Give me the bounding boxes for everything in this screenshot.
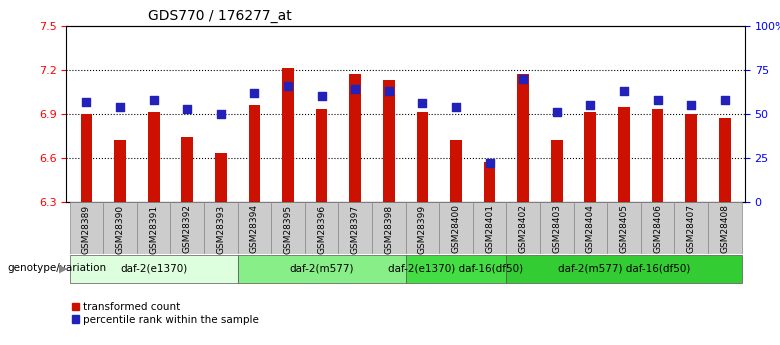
FancyBboxPatch shape bbox=[339, 202, 372, 254]
Text: GSM28402: GSM28402 bbox=[519, 204, 528, 253]
Point bbox=[382, 88, 395, 94]
FancyBboxPatch shape bbox=[69, 202, 103, 254]
Text: GSM28390: GSM28390 bbox=[115, 204, 125, 254]
Bar bbox=[551, 140, 562, 202]
Bar bbox=[686, 114, 697, 202]
Point bbox=[718, 97, 731, 102]
FancyBboxPatch shape bbox=[69, 255, 238, 283]
Point bbox=[114, 104, 126, 110]
Text: GSM28406: GSM28406 bbox=[653, 204, 662, 254]
Point bbox=[551, 109, 563, 115]
Text: GSM28407: GSM28407 bbox=[686, 204, 696, 254]
Point bbox=[315, 93, 328, 99]
Text: GSM28397: GSM28397 bbox=[351, 204, 360, 254]
Bar bbox=[215, 154, 227, 202]
Text: GDS770 / 176277_at: GDS770 / 176277_at bbox=[147, 9, 292, 23]
Text: daf-2(e1370) daf-16(df50): daf-2(e1370) daf-16(df50) bbox=[388, 264, 523, 274]
Text: GSM28389: GSM28389 bbox=[82, 204, 91, 254]
Bar bbox=[349, 74, 361, 202]
Bar bbox=[316, 109, 328, 202]
Bar bbox=[282, 68, 294, 202]
Point bbox=[417, 100, 429, 106]
Text: GSM28393: GSM28393 bbox=[216, 204, 225, 254]
Bar bbox=[651, 109, 664, 202]
FancyBboxPatch shape bbox=[238, 202, 271, 254]
Bar bbox=[517, 74, 529, 202]
Point bbox=[584, 102, 597, 108]
Point bbox=[517, 76, 530, 81]
FancyBboxPatch shape bbox=[573, 202, 607, 254]
Bar bbox=[618, 107, 629, 202]
Point bbox=[651, 97, 664, 102]
Text: GSM28399: GSM28399 bbox=[418, 204, 427, 254]
Text: daf-2(e1370): daf-2(e1370) bbox=[120, 264, 187, 274]
Bar bbox=[147, 112, 160, 202]
Text: GSM28401: GSM28401 bbox=[485, 204, 494, 254]
Legend: transformed count, percentile rank within the sample: transformed count, percentile rank withi… bbox=[72, 302, 259, 325]
FancyBboxPatch shape bbox=[103, 202, 136, 254]
Point bbox=[215, 111, 227, 117]
Text: daf-2(m577) daf-16(df50): daf-2(m577) daf-16(df50) bbox=[558, 264, 690, 274]
FancyBboxPatch shape bbox=[271, 202, 305, 254]
Text: GSM28395: GSM28395 bbox=[283, 204, 292, 254]
Bar bbox=[80, 114, 92, 202]
Point bbox=[685, 102, 697, 108]
Point bbox=[484, 160, 496, 166]
FancyBboxPatch shape bbox=[675, 202, 708, 254]
Point bbox=[618, 88, 630, 94]
Text: GSM28392: GSM28392 bbox=[183, 204, 192, 254]
FancyBboxPatch shape bbox=[406, 202, 439, 254]
FancyBboxPatch shape bbox=[708, 202, 742, 254]
FancyBboxPatch shape bbox=[171, 202, 204, 254]
Text: daf-2(m577): daf-2(m577) bbox=[289, 264, 354, 274]
FancyBboxPatch shape bbox=[305, 202, 339, 254]
FancyBboxPatch shape bbox=[607, 202, 640, 254]
Point bbox=[450, 104, 463, 110]
Text: genotype/variation: genotype/variation bbox=[8, 264, 107, 274]
FancyBboxPatch shape bbox=[204, 202, 238, 254]
Text: GSM28398: GSM28398 bbox=[385, 204, 393, 254]
Text: GSM28405: GSM28405 bbox=[619, 204, 629, 254]
Bar bbox=[249, 105, 261, 202]
Text: GSM28396: GSM28396 bbox=[317, 204, 326, 254]
Bar bbox=[182, 137, 193, 202]
FancyBboxPatch shape bbox=[439, 202, 473, 254]
Point bbox=[248, 90, 261, 96]
FancyBboxPatch shape bbox=[406, 255, 506, 283]
FancyBboxPatch shape bbox=[540, 202, 573, 254]
Bar bbox=[719, 118, 731, 202]
FancyBboxPatch shape bbox=[506, 202, 540, 254]
Point bbox=[282, 83, 294, 88]
Point bbox=[349, 87, 361, 92]
Text: GSM28391: GSM28391 bbox=[149, 204, 158, 254]
FancyBboxPatch shape bbox=[372, 202, 406, 254]
Bar bbox=[114, 140, 126, 202]
Bar bbox=[484, 162, 495, 202]
FancyBboxPatch shape bbox=[238, 255, 406, 283]
Text: ▶: ▶ bbox=[58, 264, 67, 274]
Text: GSM28400: GSM28400 bbox=[452, 204, 460, 254]
Text: GSM28403: GSM28403 bbox=[552, 204, 562, 254]
Point bbox=[80, 99, 93, 104]
FancyBboxPatch shape bbox=[506, 255, 742, 283]
Bar bbox=[417, 112, 428, 202]
Text: GSM28394: GSM28394 bbox=[250, 204, 259, 254]
Text: GSM28404: GSM28404 bbox=[586, 204, 595, 253]
Text: GSM28408: GSM28408 bbox=[720, 204, 729, 254]
Bar bbox=[450, 140, 462, 202]
Point bbox=[181, 106, 193, 111]
FancyBboxPatch shape bbox=[136, 202, 171, 254]
Point bbox=[147, 97, 160, 102]
Bar bbox=[584, 112, 596, 202]
Bar bbox=[383, 80, 395, 202]
FancyBboxPatch shape bbox=[640, 202, 675, 254]
FancyBboxPatch shape bbox=[473, 202, 506, 254]
